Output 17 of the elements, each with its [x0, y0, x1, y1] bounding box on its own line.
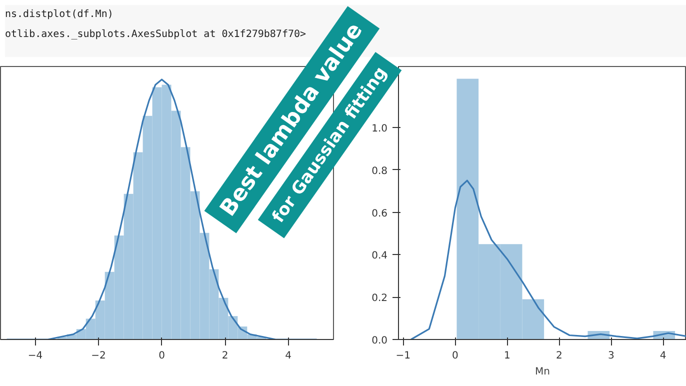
- y-tick-label: 0.4: [372, 250, 388, 262]
- x-tick-label: −4: [28, 350, 43, 362]
- x-tick-label: 4: [285, 350, 292, 362]
- x-tick-label: 2: [556, 350, 562, 362]
- x-tick-label: 3: [608, 350, 614, 362]
- x-axis-title: Mn: [535, 366, 550, 378]
- y-tick-label: 0.0: [372, 336, 388, 346]
- x-tick-label: 2: [222, 350, 228, 362]
- text: ns.distplot(df.Mn): [5, 9, 114, 20]
- x-tick-label: 4: [660, 350, 666, 362]
- y-tick-label: 0.2: [372, 293, 388, 304]
- x-tick-label: 1: [504, 350, 510, 362]
- x-tick-label: 0: [452, 350, 458, 362]
- x-tick-label: −1: [396, 350, 411, 362]
- x-tick-label: −2: [91, 350, 106, 362]
- x-tick-label: 0: [158, 350, 165, 362]
- line-series: [410, 180, 686, 340]
